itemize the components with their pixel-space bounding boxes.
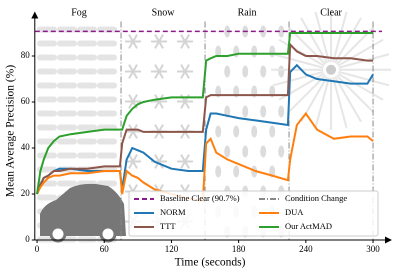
x-axis-arrow [385,236,392,244]
raindrop [215,125,222,138]
y-axis-arrow [31,11,39,19]
x-tick-label: 180 [232,244,246,254]
snowflake [154,94,164,109]
x-tick-label: 120 [165,244,179,254]
legend-label: NORM [160,207,186,217]
legend-label: TTT [160,221,176,231]
car-wheel [99,225,117,243]
raindrop [233,165,240,178]
snowflake [180,64,190,79]
sun-ray [314,77,330,129]
raindrop [215,165,222,178]
sun-ray [287,74,327,113]
snowflake [154,34,164,49]
series-line [36,32,374,195]
raindrop [260,145,267,158]
raindrop [269,45,276,58]
y-tick-label: 40 [21,142,31,152]
snowflake [128,94,138,109]
sun-ray [332,77,348,129]
raindrop [251,125,258,138]
sun [326,64,337,75]
x-tick-label: 240 [299,244,313,254]
legend-label: Condition Change [285,193,347,203]
legend-box [128,190,379,237]
sun-ray [272,70,324,87]
snowflake [180,34,190,49]
sun-ray [338,70,390,87]
snowflake [128,154,138,169]
y-tick-label: 80 [21,50,31,60]
snowflake [128,34,138,49]
raindrop [224,65,231,78]
region-label: Rain [238,7,257,18]
raindrop [278,65,285,78]
snowflake [128,64,138,79]
y-tick-label: 60 [21,96,31,106]
raindrop [278,25,285,38]
sun-ray [334,17,362,64]
raindrop [224,145,231,158]
raindrop [233,45,240,58]
y-tick-label: 20 [21,188,31,198]
raindrop [269,125,276,138]
raindrop [242,65,249,78]
x-tick-label: 60 [100,244,110,254]
snowflake [180,154,190,169]
legend-label: Baseline Clear (90.7%) [160,193,240,203]
raindrop [215,45,222,58]
sun-ray [334,76,362,123]
sun-ray [300,17,328,64]
raindrop [260,105,267,118]
sun-ray [337,72,384,101]
y-tick-label: 0 [25,234,30,244]
legend-label: DUA [285,207,304,217]
region-label: Fog [71,7,87,18]
region-label: Snow [152,7,176,18]
sun-ray [314,11,330,63]
x-axis-label: Time (seconds) [175,257,246,269]
snowflake [154,64,164,79]
snowflake [154,154,164,169]
raindrop [233,125,240,138]
raindrop [278,105,285,118]
raindrop [278,145,285,158]
y-axis-label: Mean Average Precision (%) [5,65,17,197]
raindrop [242,145,249,158]
region-label: Clear [320,7,342,18]
series-line [36,42,374,195]
raindrop [242,105,249,118]
raindrop [251,45,258,58]
car-wheel [49,225,67,243]
sun-ray [272,53,324,69]
legend-label: Our ActMAD [285,221,332,231]
snowflake [128,124,138,139]
x-tick-label: 300 [366,244,380,254]
sun-ray [337,38,384,67]
car-icon [40,183,126,236]
raindrop [260,65,267,78]
x-tick-label: 0 [35,244,40,254]
sun-ray [332,11,348,63]
